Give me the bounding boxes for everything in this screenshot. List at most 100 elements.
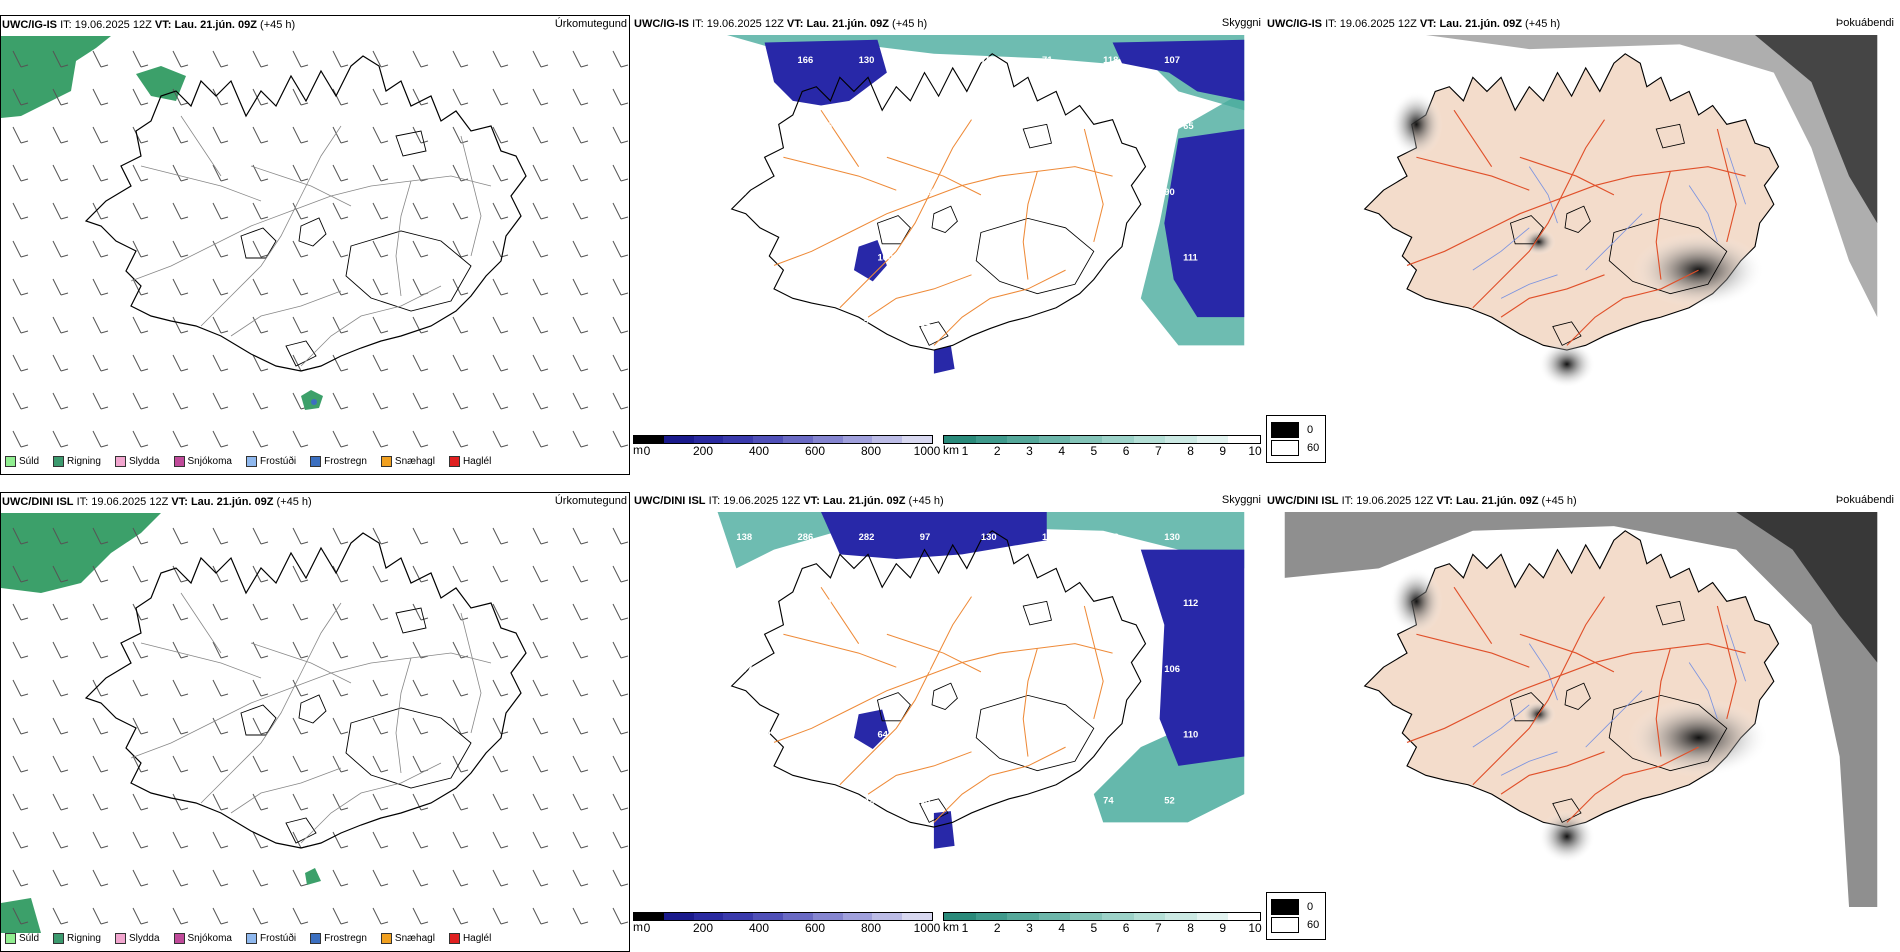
skyggni-value-label: 100 [877,252,893,263]
wind-barb [532,354,549,372]
wind-barb [612,641,629,659]
wind-barb [532,793,549,811]
panel-title: UWC/IG-IS IT: 19.06.2025 12Z VT: Lau. 21… [2,19,296,31]
wind-barb [532,88,549,106]
wind-barb [612,831,629,849]
skyggni-value-label: 142 [859,795,875,806]
colorbar-tick-label: 7 [1154,444,1162,458]
colorbar-segment [872,913,903,920]
wind-barb [12,869,29,887]
wind-barb [92,907,109,925]
legend-label: Slydda [128,455,160,467]
colorbar-tick-label: 200 [692,444,714,458]
colorbar-segment [663,913,694,920]
wind-barb [252,430,269,448]
wind-barb [332,126,349,144]
wind-barb [612,278,629,296]
wind-barb [452,50,469,68]
colorbar-segment [1228,436,1260,443]
wind-barb [332,565,349,583]
panel-type-label: Úrkomutegund [554,495,627,507]
fog-patch [1538,340,1596,388]
colorbar-tick-label: 9 [1219,921,1227,935]
skyggni-value-label: 79 [981,318,991,329]
wind-barb [292,354,309,372]
wind-barb [52,527,69,545]
wind-barb [172,679,189,697]
wind-barb [12,717,29,735]
panel-visibility-row1: UWC/IG-IS IT: 19.06.2025 12Z VT: Lau. 21… [633,15,1263,475]
skyggni-value-label: 286 [798,531,814,542]
skyggni-value-label: 34 [920,318,931,329]
wind-barb [12,240,29,258]
colorbar-segment [1038,436,1071,443]
wind-barb [372,603,389,621]
wind-barb [252,126,269,144]
low-cloud-area [1164,129,1245,318]
colorbar-tick-label: 600 [804,921,826,935]
precip-legend-item: Frostúði [245,454,296,468]
skyggni-value-label: 90 [1164,186,1174,197]
wind-barb [572,50,589,68]
wind-barb [252,907,269,925]
visibility-colorbar: 1 2 3 4 5 6 7 8 9 10 km [943,435,1262,458]
precip-legend-item: Haglél [448,454,491,468]
skyggni-value-label: 111 [1183,252,1198,263]
wind-barb [492,392,509,410]
iceland-coast [730,530,1147,828]
wind-barb [52,88,69,106]
glacier-outline [1509,123,1728,346]
skyggni-value-label: 157 [939,252,955,263]
colorbar-tick-label: 7 [1154,921,1162,935]
wind-barb [412,202,429,220]
legend-swatch [245,932,257,944]
colorbar-segment [812,913,843,920]
wind-barb [212,679,229,697]
fog-legend-row: 60 [1271,917,1321,933]
wind-barb [412,164,429,182]
colorbar-segment [902,436,932,443]
colorbar-segment [842,436,873,443]
glacier-outline [876,600,1095,823]
wind-barb [332,88,349,106]
wind-barb [612,603,629,621]
low-cloud-area [821,512,1047,560]
wind-barb [492,679,509,697]
skyggni-value-label: 52 [1164,795,1174,806]
wind-barb [132,126,149,144]
wind-barb [612,126,629,144]
wind-barb [372,793,389,811]
glacier-outline [240,607,472,844]
wind-barb [252,392,269,410]
wind-barb [532,603,549,621]
colorbar-tick-label: 200 [692,921,714,935]
skyggni-value-label: 30 [1000,252,1010,263]
wind-barb [292,907,309,925]
colorbar-tick-label: 400 [748,444,770,458]
wind-barb [372,278,389,296]
colorbar-segment [1070,436,1102,443]
legend-label: Súld [19,455,40,467]
fog-legend-swatch [1271,899,1299,915]
colorbar-tick-label: 3 [1026,444,1033,458]
roads [1406,586,1746,823]
wind-barb [492,126,509,144]
fog-area [1754,35,1878,224]
wind-barb [372,88,389,106]
colorbar-tick-label: 6 [1122,444,1130,458]
panel-title: UWC/IG-IS IT: 19.06.2025 12Z VT: Lau. 21… [634,18,928,30]
wind-barb [212,240,229,258]
wind-barb [332,202,349,220]
skyggni-value-label: 84 [736,318,747,329]
skyggni-value-label: 143 [1122,597,1138,608]
wind-barb [92,679,109,697]
skyggni-value-label: 108 [1042,663,1058,674]
wind-barb [132,316,149,334]
wind-barb [452,430,469,448]
legend-swatch [380,932,392,944]
skyggni-value-label: 130 [981,531,997,542]
skyggni-value-label: 139 [1000,729,1016,740]
wind-barb [172,354,189,372]
wind-barb [612,755,629,773]
skyggni-value-label: 291 [877,120,893,131]
